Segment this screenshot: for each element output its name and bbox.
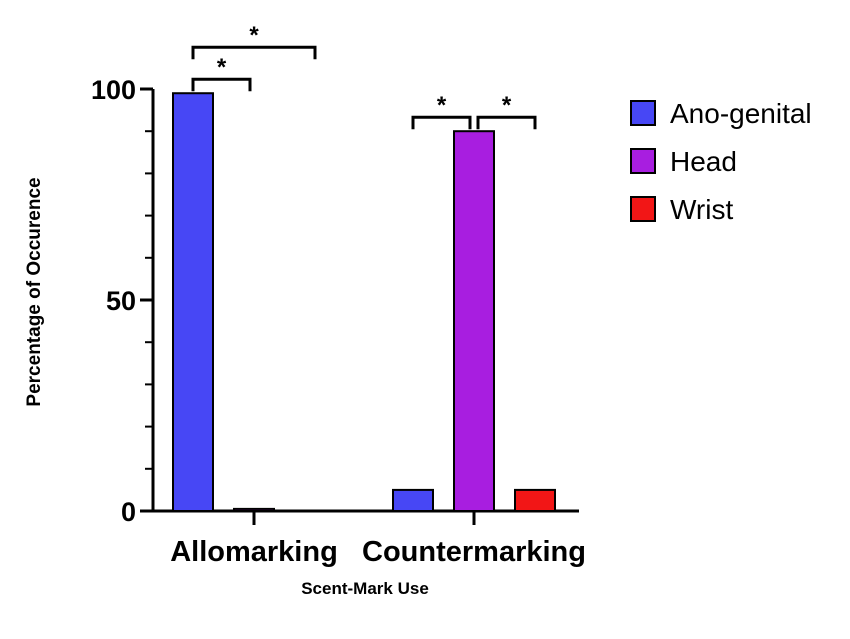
significance-star: * — [502, 92, 512, 119]
significance-star: * — [217, 54, 227, 81]
tick-labels: 0 50 100 Allomarking Countermarking — [91, 75, 586, 568]
legend-label: Head — [670, 146, 737, 177]
significance-brackets: * * * * — [191, 22, 537, 130]
legend: Ano-genital Head Wrist — [630, 98, 812, 225]
y-tick-label: 0 — [121, 497, 136, 527]
legend-swatch — [630, 100, 656, 126]
bars — [172, 92, 556, 513]
legend-swatch — [630, 196, 656, 222]
significance-bracket — [191, 45, 317, 60]
x-tick-label: Countermarking — [362, 536, 586, 568]
bar — [453, 130, 495, 512]
bar — [392, 488, 434, 512]
x-tick-label: Allomarking — [170, 536, 338, 568]
y-tick-label: 50 — [106, 286, 136, 316]
significance-star: * — [437, 92, 447, 119]
significance-star: * — [249, 22, 259, 49]
legend-swatch — [630, 148, 656, 174]
axes — [140, 87, 579, 525]
bar — [514, 488, 556, 512]
significance-bracket — [411, 115, 472, 130]
significance-bracket — [191, 77, 252, 92]
bar — [233, 507, 275, 513]
legend-label: Wrist — [670, 194, 733, 225]
significance-bracket — [476, 115, 537, 130]
y-tick-label: 100 — [91, 75, 136, 105]
bar — [172, 92, 214, 512]
legend-label: Ano-genital — [670, 98, 812, 129]
x-axis-label: Scent-Mark Use — [301, 579, 429, 598]
y-axis-label: Percentage of Occurence — [24, 177, 45, 406]
